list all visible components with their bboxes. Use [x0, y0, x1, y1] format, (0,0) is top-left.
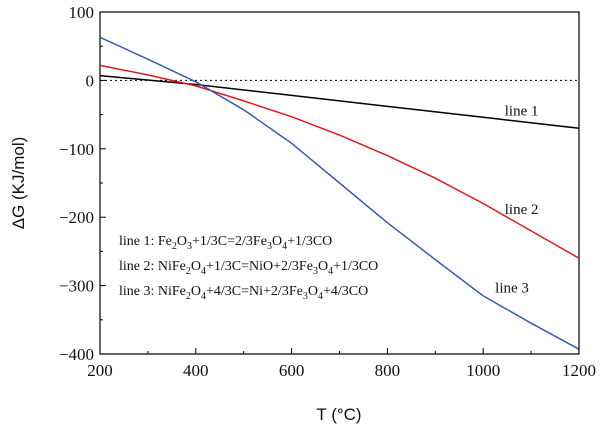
x-tick-label: 1000	[466, 361, 500, 380]
reaction-legend-row-1: line 1: Fe2O3+1/3C=2/3Fe3O4+1/3CO	[119, 234, 332, 252]
x-tick-label: 1200	[562, 361, 596, 380]
x-tick-label: 600	[279, 361, 305, 380]
series-line-1	[99, 74, 580, 130]
y-axis-title: ΔG (KJ/mol)	[9, 137, 28, 230]
line-label-3: line 3	[495, 280, 529, 296]
x-tick-label: 400	[183, 361, 209, 380]
x-tick-label: 800	[375, 361, 401, 380]
y-tick-label: −300	[59, 277, 94, 296]
y-tick-label: 100	[69, 3, 95, 22]
y-tick-label: 0	[86, 71, 95, 90]
line-label-2: line 2	[505, 202, 539, 218]
x-tick-label: 200	[87, 361, 113, 380]
series-line-3	[99, 36, 580, 350]
x-axis-title: T (°C)	[316, 405, 361, 424]
reaction-legend-row-3: line 3: NiFe2O4+4/3C=Ni+2/3Fe3O4+4/3CO	[119, 284, 368, 302]
y-tick-label: −200	[59, 208, 94, 227]
line-label-1: line 1	[505, 103, 539, 119]
y-tick-label: −400	[59, 345, 94, 364]
y-tick-label: −100	[59, 140, 94, 159]
reaction-legend-row-2: line 2: NiFe2O4+1/3C=NiO+2/3Fe3O4+1/3CO	[119, 259, 378, 277]
series-line-2	[99, 64, 580, 259]
